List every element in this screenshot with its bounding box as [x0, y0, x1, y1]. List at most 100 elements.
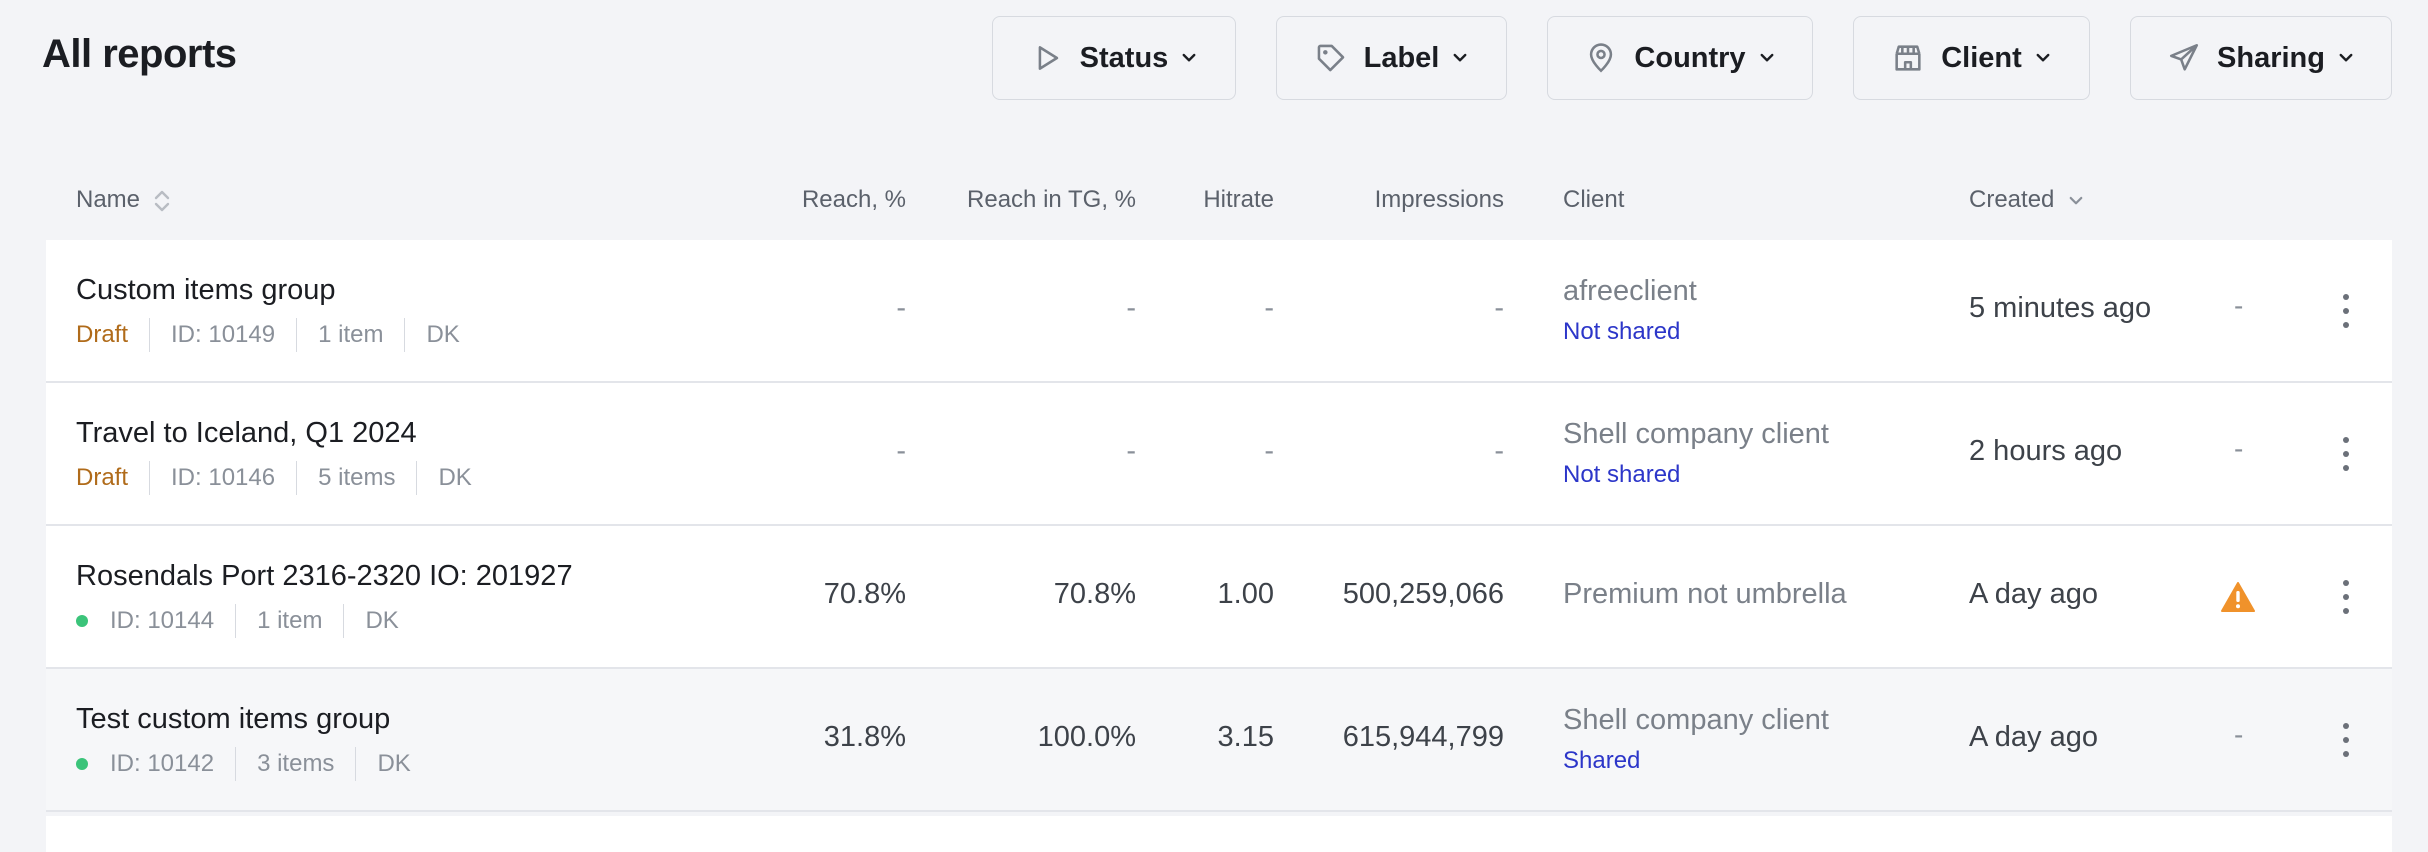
client-name: Shell company client	[1563, 704, 1829, 736]
column-header-created-label: Created	[1969, 186, 2055, 213]
reach-value: -	[896, 435, 906, 467]
country-filter-button[interactable]: Country	[1547, 16, 1813, 100]
client-name: Premium not umbrella	[1563, 578, 1847, 610]
table-row[interactable]: Test custom items group ID: 10142 3 item…	[46, 669, 2392, 812]
next-table-row	[46, 816, 2392, 852]
sharing-status-link[interactable]: Not shared	[1563, 318, 1681, 345]
active-status-dot	[76, 615, 88, 627]
report-name[interactable]: Custom items group	[76, 274, 336, 306]
reach-value: 31.8%	[823, 721, 906, 753]
status-indicator: ID: 10142	[76, 747, 214, 781]
created-time: A day ago	[1969, 721, 2098, 753]
report-name[interactable]: Test custom items group	[76, 703, 391, 735]
chevron-down-icon	[2339, 53, 2353, 62]
status-filter-button[interactable]: Status	[992, 16, 1236, 100]
created-time: A day ago	[1969, 578, 2098, 610]
impressions-value: 500,259,066	[1342, 578, 1504, 610]
column-header-impressions[interactable]: Impressions	[1374, 186, 1504, 213]
country-filter-label: Country	[1634, 41, 1746, 74]
column-header-name-label: Name	[76, 186, 141, 213]
report-id: ID: 10144	[110, 607, 215, 634]
client-name: afreeclient	[1563, 275, 1697, 307]
client-filter-label: Client	[1941, 41, 2022, 74]
reach-tg-value: 100.0%	[1037, 721, 1136, 753]
impressions-value: 615,944,799	[1342, 721, 1504, 753]
hitrate-value: -	[1264, 435, 1274, 467]
paper-plane-icon	[2169, 43, 2199, 71]
tag-icon	[1317, 44, 1344, 72]
label-filter-button[interactable]: Label	[1276, 16, 1507, 100]
chevron-down-icon	[2036, 53, 2050, 62]
country-code: DK	[416, 461, 492, 495]
table-row[interactable]: Rosendals Port 2316-2320 IO: 201927 ID: …	[46, 526, 2392, 669]
row-extra: -	[2234, 433, 2244, 464]
column-header-reach-tg[interactable]: Reach in TG, %	[967, 186, 1136, 213]
row-menu-button[interactable]	[2330, 431, 2362, 477]
item-count: 5 items	[296, 461, 416, 495]
reports-table: Custom items group Draft ID: 10149 1 ite…	[46, 240, 2392, 812]
created-time: 2 hours ago	[1969, 435, 2123, 467]
chevron-down-icon	[1760, 53, 1774, 62]
status-badge: Draft	[76, 321, 129, 348]
column-header-reach[interactable]: Reach, %	[801, 186, 906, 213]
store-icon	[1895, 45, 1921, 71]
sharing-status-link[interactable]: Not shared	[1563, 461, 1681, 488]
country-code: DK	[355, 747, 431, 781]
sort-icon	[154, 190, 169, 211]
report-name[interactable]: Rosendals Port 2316-2320 IO: 201927	[76, 560, 573, 592]
sharing-filter-button[interactable]: Sharing	[2130, 16, 2392, 100]
reach-tg-value: -	[1126, 292, 1136, 324]
play-icon	[1038, 46, 1058, 70]
column-header-hitrate[interactable]: Hitrate	[1203, 186, 1274, 213]
status-indicator: ID: 10144	[76, 604, 214, 638]
report-id: ID: 10142	[110, 750, 215, 777]
status-filter-label: Status	[1079, 41, 1169, 74]
row-extra: -	[2234, 719, 2244, 750]
report-name[interactable]: Travel to Iceland, Q1 2024	[76, 417, 417, 449]
column-header-name[interactable]: Name	[76, 186, 171, 214]
table-row[interactable]: Travel to Iceland, Q1 2024 Draft ID: 101…	[46, 383, 2392, 526]
country-code: DK	[404, 318, 480, 352]
active-status-dot	[76, 758, 88, 770]
report-id: ID: 10149	[149, 318, 296, 352]
map-pin-icon	[1590, 43, 1613, 73]
column-header-client[interactable]: Client	[1563, 186, 1625, 213]
label-filter-label: Label	[1363, 41, 1440, 74]
status-badge: Draft	[76, 464, 129, 491]
chevron-down-icon	[1453, 53, 1467, 62]
client-filter-button[interactable]: Client	[1853, 16, 2090, 100]
hitrate-value: 3.15	[1217, 721, 1274, 753]
reach-tg-value: 70.8%	[1053, 578, 1136, 610]
hitrate-value: -	[1264, 292, 1274, 324]
created-time: 5 minutes ago	[1969, 292, 2152, 324]
column-header-created[interactable]: Created	[1969, 186, 2085, 214]
warning-icon[interactable]	[2221, 581, 2255, 613]
report-meta: Draft ID: 10149 1 item DK	[76, 318, 481, 352]
item-count: 1 item	[235, 604, 343, 638]
report-meta: ID: 10142 3 items DK	[76, 747, 432, 781]
report-id: ID: 10146	[149, 461, 296, 495]
chevron-down-icon	[1182, 53, 1196, 62]
report-meta: Draft ID: 10146 5 items DK	[76, 461, 493, 495]
report-meta: ID: 10144 1 item DK	[76, 604, 420, 638]
reach-value: -	[896, 292, 906, 324]
chevron-down-icon	[2069, 196, 2083, 205]
hitrate-value: 1.00	[1217, 578, 1274, 610]
item-count: 1 item	[296, 318, 404, 352]
reach-tg-value: -	[1126, 435, 1136, 467]
client-name: Shell company client	[1563, 418, 1829, 450]
row-menu-button[interactable]	[2330, 574, 2362, 620]
table-row[interactable]: Custom items group Draft ID: 10149 1 ite…	[46, 240, 2392, 383]
item-count: 3 items	[235, 747, 355, 781]
page-title: All reports	[42, 32, 237, 76]
row-menu-button[interactable]	[2330, 717, 2362, 763]
row-extra: -	[2234, 290, 2244, 321]
sharing-status-link[interactable]: Shared	[1563, 747, 1641, 774]
impressions-value: -	[1494, 292, 1504, 324]
country-code: DK	[343, 604, 419, 638]
reach-value: 70.8%	[823, 578, 906, 610]
impressions-value: -	[1494, 435, 1504, 467]
row-menu-button[interactable]	[2330, 288, 2362, 334]
sharing-filter-label: Sharing	[2217, 41, 2325, 74]
